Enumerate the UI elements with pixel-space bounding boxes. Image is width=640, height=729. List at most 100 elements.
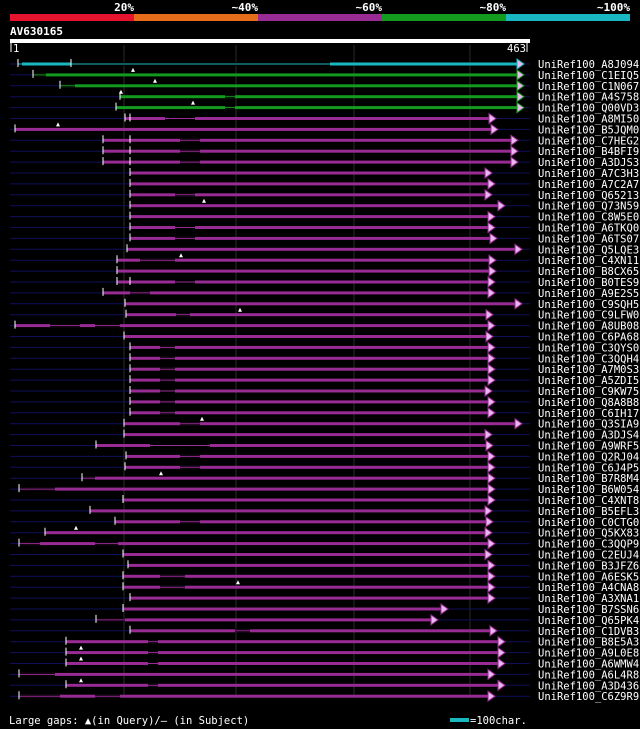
hit-bar[interactable] <box>123 607 441 611</box>
hit-row[interactable]: UniRef100_Q65213 <box>10 188 639 202</box>
hit-label[interactable]: UniRef100_Q5LQE3 <box>538 244 639 256</box>
hit-bar[interactable] <box>130 356 488 360</box>
hit-label[interactable]: UniRef100_C6Z9R9 <box>538 691 639 703</box>
hit-label[interactable]: UniRef100_B8E5A3 <box>538 637 639 649</box>
hit-label[interactable]: UniRef100_C6PA68 <box>538 332 639 344</box>
hit-row[interactable]: UniRef100_A6ESK5 <box>10 570 639 583</box>
hit-row[interactable]: UniRef100_A6WMW4 <box>10 656 639 671</box>
hit-row[interactable]: UniRef100_C3QYS0 <box>10 341 639 354</box>
hit-bar[interactable] <box>123 498 488 502</box>
hit-label[interactable]: UniRef100_B5JQM0 <box>538 124 639 136</box>
hit-row[interactable]: UniRef100_A7M0S3 <box>10 363 639 376</box>
hit-label[interactable]: UniRef100_A3D436 <box>538 680 639 692</box>
hit-row[interactable]: UniRef100_A8J094 <box>10 58 639 71</box>
hit-row[interactable]: UniRef100_Q00VD3 <box>10 100 639 115</box>
hit-row[interactable]: UniRef100_A3XNA1 <box>10 592 639 605</box>
hit-row[interactable]: UniRef100_C7HEG2 <box>10 134 639 147</box>
hit-row[interactable]: UniRef100_C9LFW0 <box>10 307 639 322</box>
hit-label[interactable]: UniRef100_A6ESK5 <box>538 571 639 583</box>
hit-bar[interactable] <box>125 302 515 306</box>
hit-bar[interactable] <box>90 509 485 513</box>
hit-bar[interactable] <box>130 378 488 382</box>
hit-label[interactable]: UniRef100_A4CNA8 <box>538 582 639 594</box>
hit-bar[interactable] <box>130 400 488 404</box>
hit-bar[interactable] <box>130 182 488 186</box>
hit-bar[interactable] <box>33 73 517 77</box>
hit-row[interactable]: UniRef100_C2EUJ4 <box>10 548 639 562</box>
hit-label[interactable]: UniRef100_C3QYS0 <box>538 342 639 354</box>
hit-row[interactable]: UniRef100_Q8A8B8 <box>10 395 639 409</box>
hit-row[interactable]: UniRef100_Q73N59 <box>10 198 639 213</box>
hit-row[interactable]: UniRef100_C1EIQ5 <box>10 67 639 82</box>
hit-row[interactable]: UniRef100_B5EFL3 <box>10 504 639 518</box>
hit-label[interactable]: UniRef100_A6TKQ0 <box>538 223 639 235</box>
hit-row[interactable]: UniRef100_A4CNA8 <box>10 580 639 594</box>
hit-label[interactable]: UniRef100_C0CTG0 <box>538 517 639 529</box>
hit-row[interactable]: UniRef100_C4XNT8 <box>10 494 639 507</box>
hit-row[interactable]: UniRef100_Q3SIA9 <box>10 416 639 431</box>
hit-label[interactable]: UniRef100_A9E2S5 <box>538 288 639 300</box>
hit-label[interactable]: UniRef100_B6W054 <box>538 484 639 496</box>
hit-label[interactable]: UniRef100_C9KW75 <box>538 386 639 398</box>
hit-bar[interactable] <box>130 629 490 633</box>
hit-label[interactable]: UniRef100_A6L4R8 <box>538 669 639 681</box>
hit-bar[interactable] <box>127 247 515 251</box>
hit-bar[interactable] <box>66 662 498 665</box>
hit-bar[interactable] <box>66 683 498 687</box>
hit-bar[interactable] <box>117 258 489 262</box>
hit-row[interactable]: UniRef100_B7SSN6 <box>10 603 639 616</box>
hit-bar[interactable] <box>19 672 488 676</box>
hit-row[interactable]: UniRef100_A6L4R8 <box>10 668 639 681</box>
hit-row[interactable]: UniRef100_A8UB08 <box>10 319 639 333</box>
hit-row[interactable]: UniRef100_B8CX65 <box>10 265 639 278</box>
hit-label[interactable]: UniRef100_Q65213 <box>538 190 639 202</box>
hit-row[interactable]: UniRef100_C4XN11 <box>10 253 639 267</box>
hit-label[interactable]: UniRef100_A3DJS3 <box>538 157 639 169</box>
hit-bar[interactable] <box>123 585 488 589</box>
hit-label[interactable]: UniRef100_B7R8M4 <box>538 473 639 485</box>
hit-label[interactable]: UniRef100_C1DVB3 <box>538 626 639 638</box>
hit-row[interactable]: UniRef100_Q5KX83 <box>10 525 639 540</box>
hit-label[interactable]: UniRef100_A4S758 <box>538 92 639 104</box>
hit-row[interactable]: UniRef100_A5ZDI5 <box>10 374 639 387</box>
hit-label[interactable]: UniRef100_A7M0S3 <box>538 364 639 376</box>
hit-label[interactable]: UniRef100_B3JFZ6 <box>538 560 639 572</box>
hit-row[interactable]: UniRef100_B8E5A3 <box>10 635 639 649</box>
hit-bar[interactable] <box>19 487 488 491</box>
hit-bar[interactable] <box>96 618 431 622</box>
hit-row[interactable]: UniRef100_C6J4P5 <box>10 461 639 474</box>
hit-bar[interactable] <box>103 291 488 295</box>
hit-label[interactable]: UniRef100_A6WMW4 <box>538 659 639 671</box>
hit-row[interactable]: UniRef100_A3DJS4 <box>10 428 639 442</box>
hit-row[interactable]: UniRef100_C6PA68 <box>10 330 639 344</box>
hit-bar[interactable] <box>15 127 491 131</box>
hit-row[interactable]: UniRef100_Q65PK4 <box>10 613 639 627</box>
hit-label[interactable]: UniRef100_B0TES9 <box>538 277 639 289</box>
hit-bar[interactable] <box>124 335 486 338</box>
hit-label[interactable]: UniRef100_C8W5E0 <box>538 212 639 224</box>
hit-bar[interactable] <box>130 193 485 197</box>
hit-row[interactable]: UniRef100_Q2RJ04 <box>10 450 639 463</box>
hit-row[interactable]: UniRef100_C1N067 <box>10 78 639 93</box>
hit-bar[interactable] <box>130 215 488 219</box>
hit-row[interactable]: UniRef100_C9SQH5 <box>10 297 639 311</box>
hit-row[interactable]: UniRef100_C6Z9R9 <box>10 690 639 703</box>
hit-bar[interactable] <box>19 694 488 698</box>
hit-bar[interactable] <box>130 345 488 349</box>
hit-bar[interactable] <box>130 411 488 415</box>
hit-bar[interactable] <box>130 596 488 600</box>
hit-row[interactable]: UniRef100_B4BFI9 <box>10 145 639 158</box>
hit-label[interactable]: UniRef100_Q8A8B8 <box>538 397 639 409</box>
hit-label[interactable]: UniRef100_C7HEG2 <box>538 135 639 147</box>
hit-row[interactable]: UniRef100_C1DVB3 <box>10 624 639 638</box>
hit-label[interactable]: UniRef100_Q00VD3 <box>538 103 639 115</box>
hit-label[interactable]: UniRef100_A7C2A7 <box>538 179 639 191</box>
hit-label[interactable]: UniRef100_C6IH17 <box>538 408 639 420</box>
hit-row[interactable]: UniRef100_A9L0E8 <box>10 645 639 660</box>
hit-label[interactable]: UniRef100_A9L0E8 <box>538 648 639 660</box>
hit-bar[interactable] <box>130 389 485 393</box>
hit-row[interactable]: UniRef100_A4S758 <box>10 89 639 104</box>
hit-bar[interactable] <box>126 313 486 317</box>
hit-bar[interactable] <box>130 204 498 208</box>
hit-bar[interactable] <box>116 106 517 110</box>
